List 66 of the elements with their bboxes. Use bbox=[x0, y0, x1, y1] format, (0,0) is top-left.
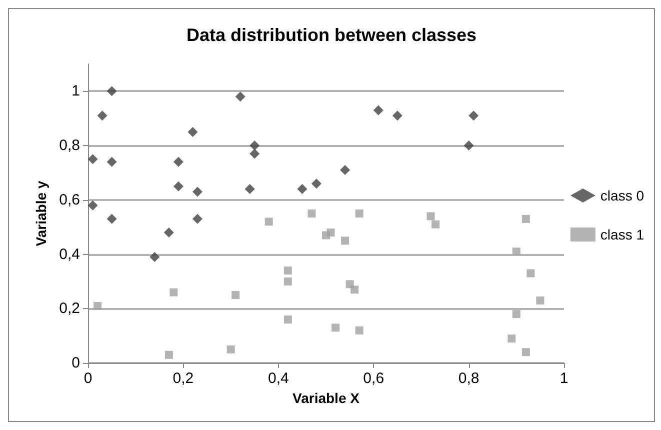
point bbox=[355, 326, 364, 334]
x-tick-label: 0,8 bbox=[458, 370, 480, 387]
point bbox=[150, 252, 160, 262]
point bbox=[341, 236, 350, 245]
point bbox=[88, 200, 98, 210]
point bbox=[250, 140, 260, 151]
y-tick-label: 0,2 bbox=[59, 300, 80, 318]
point bbox=[173, 156, 184, 167]
y-tick-label: 0,8 bbox=[59, 137, 80, 154]
point bbox=[332, 324, 340, 332]
point bbox=[106, 214, 117, 224]
point bbox=[350, 286, 359, 294]
point bbox=[284, 316, 292, 324]
point bbox=[508, 334, 516, 343]
point bbox=[264, 218, 273, 226]
x-tick-label: 0 bbox=[84, 370, 92, 387]
point bbox=[164, 350, 173, 359]
legend-label: class 1 bbox=[600, 226, 644, 242]
y-tick-label: 0,4 bbox=[59, 246, 80, 263]
point bbox=[311, 178, 322, 189]
point bbox=[106, 156, 117, 167]
point bbox=[355, 210, 364, 218]
point bbox=[426, 212, 435, 220]
point bbox=[522, 348, 530, 356]
point bbox=[326, 228, 335, 237]
point bbox=[106, 86, 117, 96]
point bbox=[392, 110, 402, 121]
x-axis-title: Variable X bbox=[292, 390, 360, 406]
x-tick-label: 0,2 bbox=[172, 370, 194, 387]
point bbox=[308, 210, 316, 218]
point bbox=[88, 154, 98, 164]
point bbox=[340, 165, 350, 176]
point bbox=[192, 186, 202, 197]
point bbox=[468, 110, 479, 121]
chart-title: Data distribution between classes bbox=[186, 25, 477, 45]
y-tick-label: 1 bbox=[72, 82, 80, 100]
point bbox=[244, 184, 255, 194]
point bbox=[431, 220, 440, 228]
y-tick-label: 0 bbox=[72, 354, 80, 372]
x-tick-label: 0,6 bbox=[363, 370, 384, 387]
point bbox=[226, 345, 235, 354]
point bbox=[284, 266, 292, 275]
point bbox=[373, 105, 384, 116]
point bbox=[170, 288, 178, 296]
point bbox=[536, 296, 544, 304]
x-tick-label: 0,4 bbox=[268, 370, 289, 387]
y-tick-label: 0,6 bbox=[59, 191, 80, 208]
point bbox=[173, 181, 184, 192]
point bbox=[512, 248, 520, 256]
point bbox=[284, 277, 292, 286]
point bbox=[464, 140, 474, 151]
point bbox=[97, 110, 108, 121]
point bbox=[235, 92, 246, 102]
point bbox=[526, 269, 535, 278]
y-axis-title: Variable y bbox=[33, 180, 50, 246]
point bbox=[188, 126, 198, 137]
point bbox=[250, 148, 260, 159]
point bbox=[522, 214, 530, 223]
point bbox=[232, 291, 240, 300]
legend-label: class 0 bbox=[600, 188, 644, 204]
point bbox=[94, 302, 102, 310]
point bbox=[164, 228, 174, 238]
point bbox=[192, 214, 202, 224]
point bbox=[297, 184, 308, 194]
x-tick-label: 1 bbox=[560, 370, 568, 387]
point bbox=[512, 310, 520, 318]
